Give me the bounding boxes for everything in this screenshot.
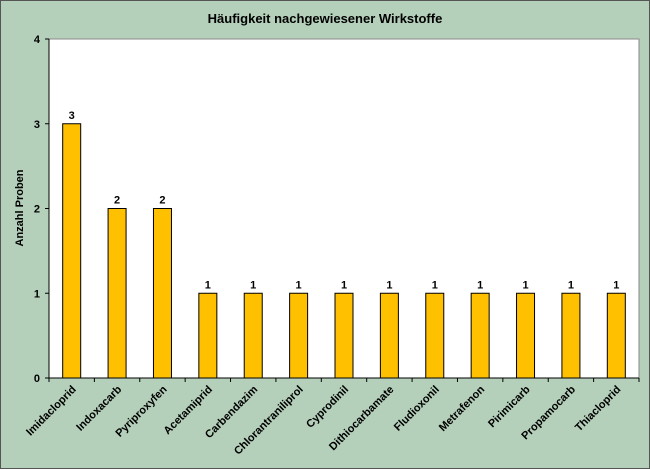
data-label: 1: [432, 279, 438, 291]
y-axis-label: Anzahl Proben: [14, 169, 26, 246]
bar-pyriproxyfen: [152, 208, 172, 379]
data-label: 1: [386, 279, 392, 291]
bar-dithiocarbamate: [379, 292, 399, 379]
bar-pirimicarb: [516, 292, 536, 379]
bar-fludioxonil: [425, 292, 445, 379]
chart-title: Häufigkeit nachgewiesener Wirkstoffe: [208, 11, 443, 26]
x-tick-label: Thiacloprid: [573, 384, 623, 434]
data-label: 1: [296, 279, 302, 291]
x-tick-label: Pirimicarb: [486, 383, 533, 430]
chart-marks: 3 2 2 1 1 1 1 1 1 1 1 1 1: [62, 110, 626, 379]
bar-propamocarb: [561, 292, 581, 379]
data-label: 1: [613, 279, 619, 291]
bar-cyprodinil: [334, 292, 354, 379]
data-label: 1: [250, 279, 256, 291]
y-tick-label: 0: [34, 373, 40, 385]
bar-carbendazim: [243, 292, 263, 379]
bar-acetamiprid: [198, 292, 218, 379]
data-label: 1: [205, 279, 211, 291]
x-tick-label: Indoxacarb: [74, 383, 124, 433]
x-tick-label: Metrafenon: [437, 383, 488, 434]
data-label: 2: [159, 195, 165, 207]
x-tick-label: Imidacloprid: [24, 384, 79, 439]
bar-chlorantraniliprol: [289, 292, 309, 379]
data-label: 3: [69, 110, 75, 122]
y-tick-label: 1: [34, 288, 40, 300]
data-label: 1: [522, 279, 528, 291]
bar-thiacloprid: [606, 292, 626, 379]
bar-metrafenon: [470, 292, 490, 379]
x-tick-label: Cyprodinil: [304, 384, 351, 431]
y-tick-label: 2: [34, 204, 40, 216]
bar-indoxacarb: [107, 208, 127, 379]
data-label: 1: [341, 279, 347, 291]
data-label: 1: [568, 279, 574, 291]
x-tick-label: Fludioxonil: [392, 384, 442, 434]
bar-imidacloprid: [62, 123, 82, 379]
data-label: 1: [477, 279, 483, 291]
y-tick-label: 4: [34, 34, 41, 46]
y-tick-label: 3: [34, 119, 40, 131]
data-label: 2: [114, 195, 120, 207]
